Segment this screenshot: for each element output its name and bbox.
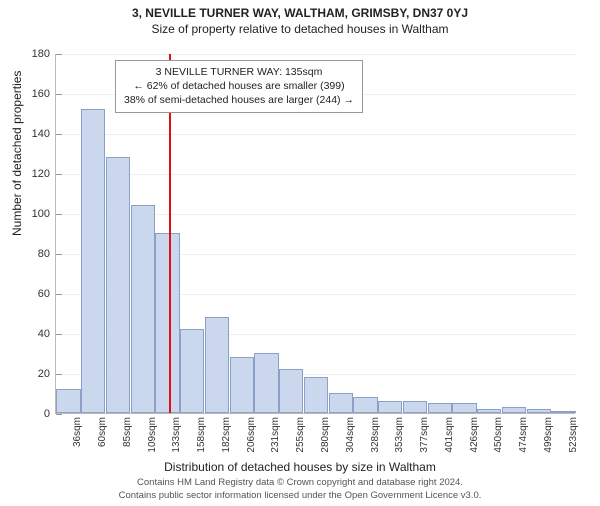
x-tick-label: 304sqm [345,417,356,453]
y-tick [56,214,62,215]
x-tick-label: 450sqm [493,417,504,453]
histogram-bar [502,407,526,413]
x-tick-label: 401sqm [444,417,455,453]
y-tick-label: 40 [38,328,56,340]
footer-line1: Contains HM Land Registry data © Crown c… [0,477,600,489]
chart-container: 02040608010012014016018036sqm60sqm85sqm1… [55,54,575,414]
y-tick [56,414,62,415]
x-tick-label: 231sqm [270,417,281,453]
gridline [56,54,575,55]
annotation-line3: 38% of semi-detached houses are larger (… [124,93,354,107]
histogram-bar [155,233,179,413]
x-tick-label: 60sqm [97,417,108,447]
y-tick-label: 0 [44,408,56,420]
histogram-bar [180,329,204,413]
histogram-bar [527,409,551,413]
x-tick-label: 523sqm [568,417,579,453]
y-tick [56,254,62,255]
histogram-bar [353,397,377,413]
x-tick-label: 353sqm [394,417,405,453]
title-address: 3, NEVILLE TURNER WAY, WALTHAM, GRIMSBY,… [0,6,600,20]
annotation-box: 3 NEVILLE TURNER WAY: 135sqm ← 62% of de… [115,60,363,113]
x-tick-label: 85sqm [122,417,133,447]
x-tick-label: 377sqm [419,417,430,453]
x-tick-label: 109sqm [147,417,158,453]
y-tick-label: 100 [32,208,56,220]
x-tick-label: 328sqm [370,417,381,453]
y-tick [56,334,62,335]
gridline [56,134,575,135]
histogram-bar [551,411,575,413]
x-tick-label: 36sqm [72,417,83,447]
histogram-bar [131,205,155,413]
histogram-bar [81,109,105,413]
x-tick-label: 133sqm [171,417,182,453]
histogram-bar [279,369,303,413]
annotation-line2: ← 62% of detached houses are smaller (39… [124,79,354,93]
histogram-bar [403,401,427,413]
histogram-bar [477,409,501,413]
x-tick-label: 474sqm [518,417,529,453]
y-tick [56,54,62,55]
histogram-bar [106,157,130,413]
histogram-bar [428,403,452,413]
y-tick-label: 180 [32,48,56,60]
histogram-bar [329,393,353,413]
y-tick-label: 20 [38,368,56,380]
histogram-bar [205,317,229,413]
y-tick [56,294,62,295]
y-tick [56,94,62,95]
x-tick-label: 255sqm [295,417,306,453]
y-tick-label: 160 [32,88,56,100]
histogram-bar [254,353,278,413]
histogram-bar [304,377,328,413]
gridline [56,174,575,175]
y-tick-label: 80 [38,248,56,260]
x-tick-label: 426sqm [469,417,480,453]
y-tick-label: 140 [32,128,56,140]
x-tick-label: 206sqm [246,417,257,453]
footer-line2: Contains public sector information licen… [0,490,600,502]
x-axis-label: Distribution of detached houses by size … [0,460,600,474]
histogram-bar [56,389,80,413]
x-tick-label: 158sqm [196,417,207,453]
title-subtitle: Size of property relative to detached ho… [0,22,600,36]
annotation-line1: 3 NEVILLE TURNER WAY: 135sqm [124,65,354,79]
y-tick-label: 120 [32,168,56,180]
y-axis-label: Number of detached properties [10,71,24,236]
x-tick-label: 280sqm [320,417,331,453]
histogram-bar [378,401,402,413]
y-tick [56,374,62,375]
histogram-bar [452,403,476,413]
histogram-bar [230,357,254,413]
x-tick-label: 499sqm [543,417,554,453]
x-tick-label: 182sqm [221,417,232,453]
footer-attribution: Contains HM Land Registry data © Crown c… [0,477,600,502]
y-tick-label: 60 [38,288,56,300]
y-tick [56,134,62,135]
y-tick [56,174,62,175]
